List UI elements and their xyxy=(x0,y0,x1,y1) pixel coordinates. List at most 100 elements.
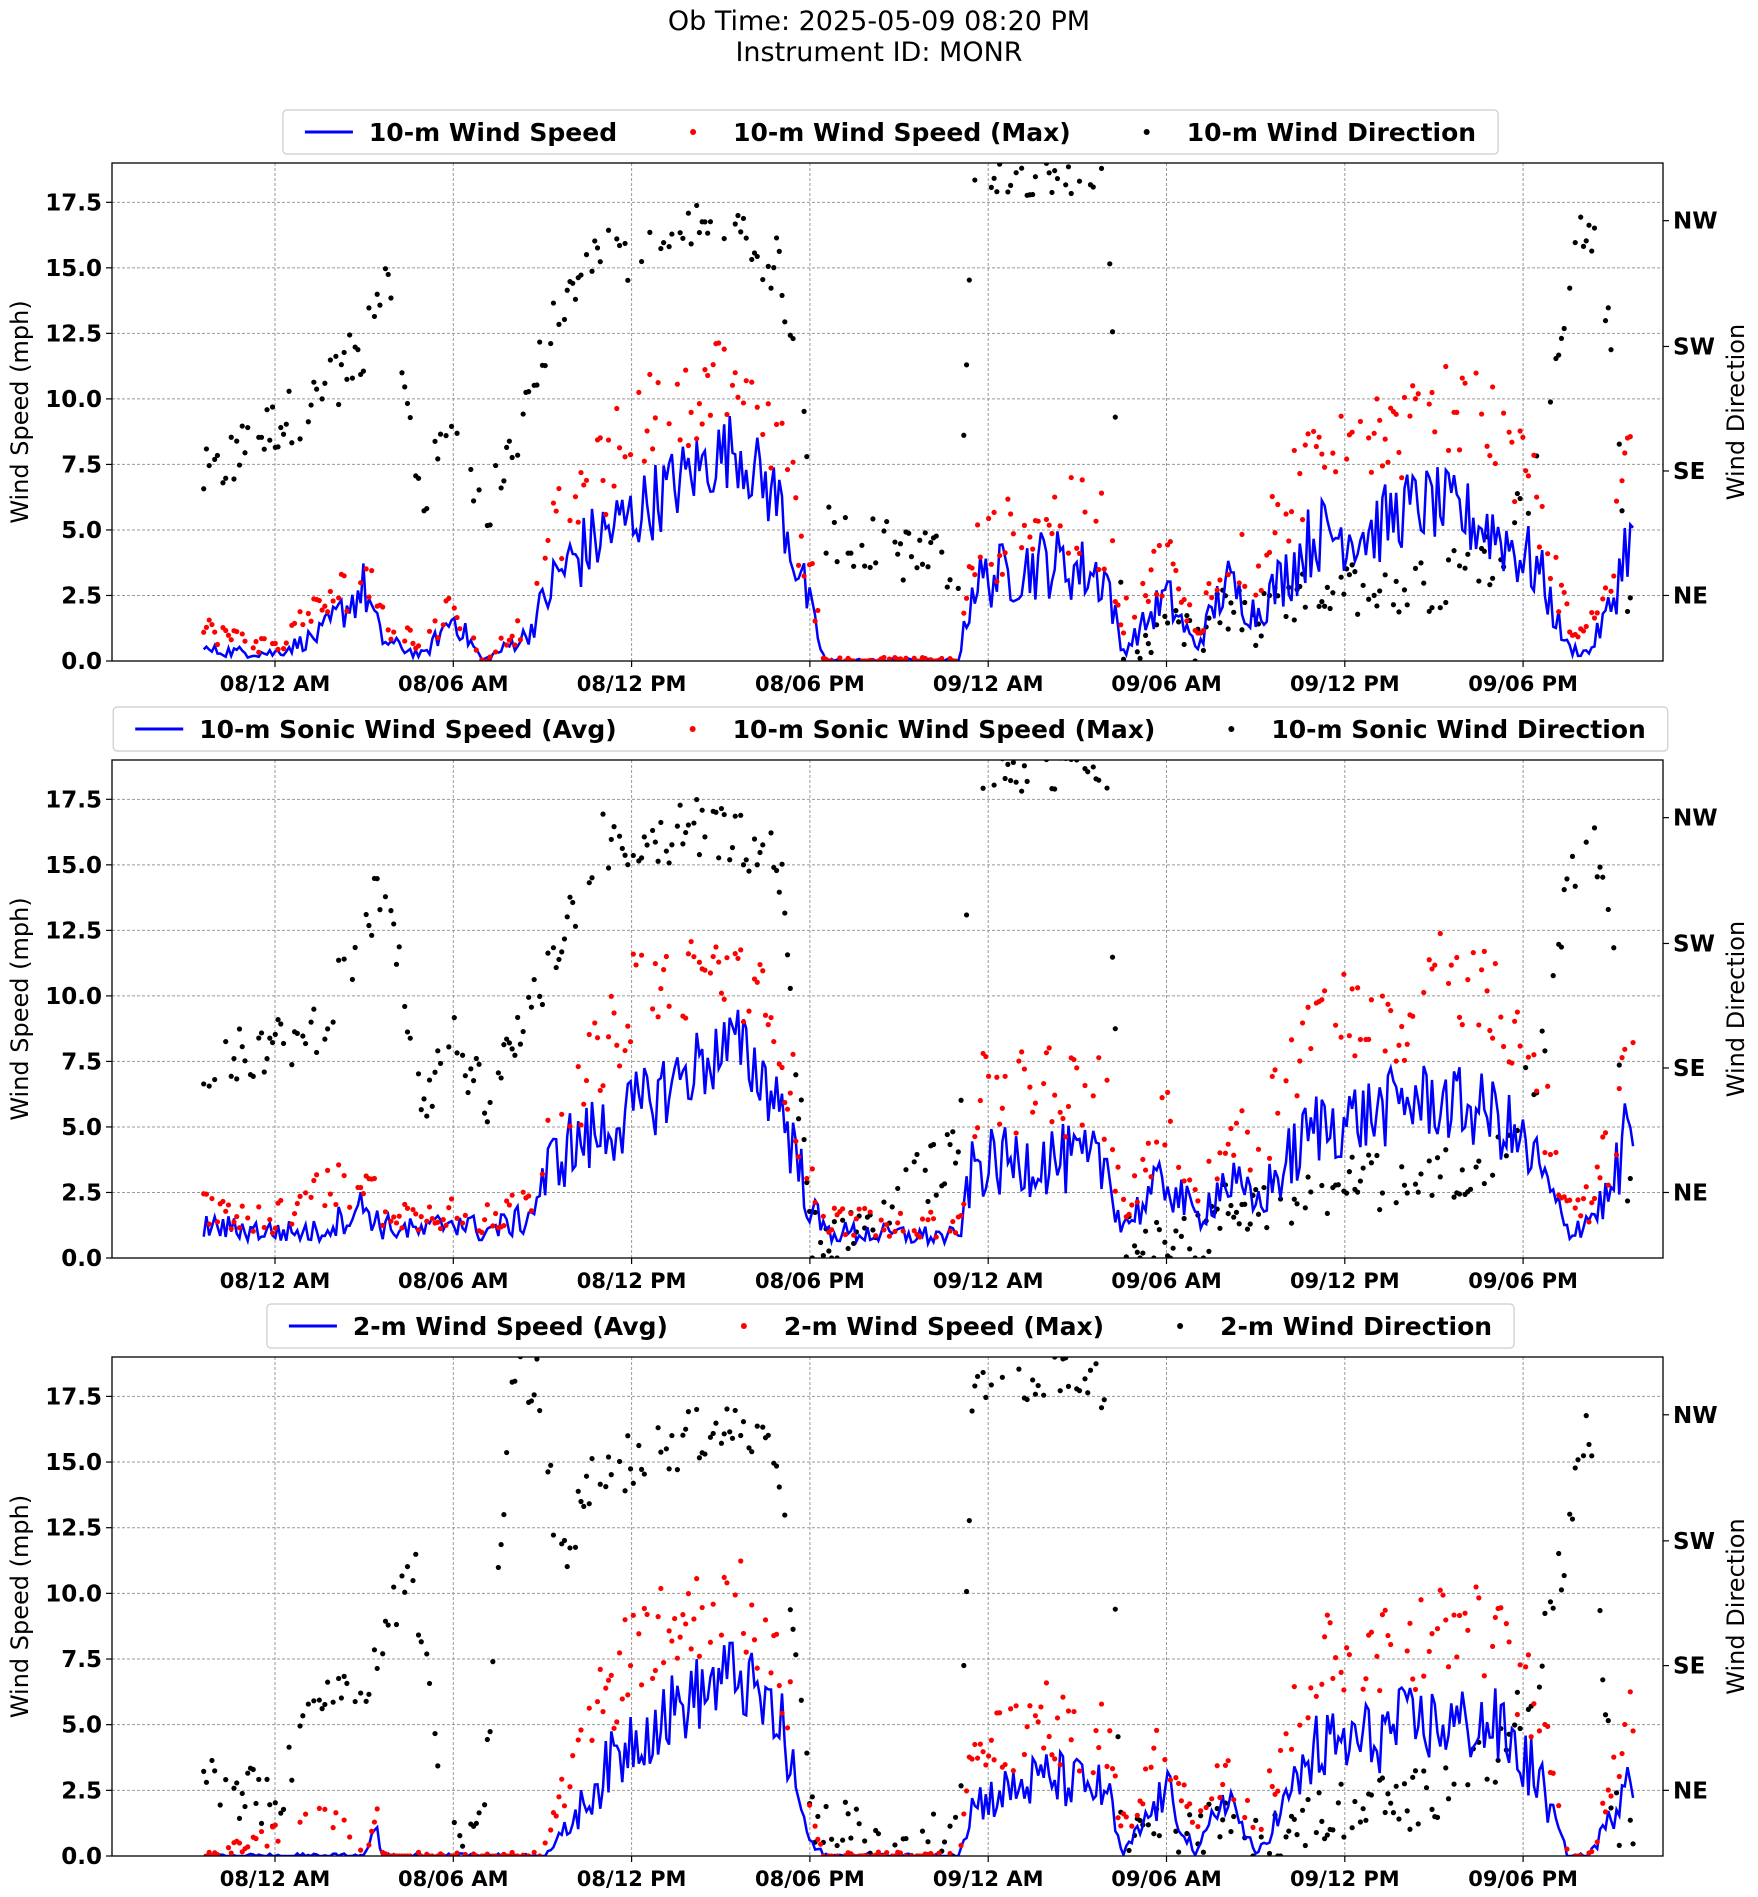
direction-point xyxy=(1181,1215,1187,1222)
direction-point xyxy=(1313,1829,1319,1836)
max-point xyxy=(415,1227,422,1233)
direction-point xyxy=(1019,788,1025,794)
direction-point xyxy=(1327,605,1333,612)
direction-point xyxy=(1085,155,1090,160)
max-point xyxy=(1368,997,1375,1003)
max-point xyxy=(567,1123,573,1129)
direction-point xyxy=(1162,1239,1168,1245)
max-point xyxy=(388,1218,394,1224)
max-point xyxy=(1567,1197,1573,1203)
max-point xyxy=(1140,1801,1146,1807)
direction-point xyxy=(1024,1396,1030,1403)
y-tick-label: 15.0 xyxy=(45,853,102,879)
max-point xyxy=(1148,567,1154,573)
max-point xyxy=(947,1850,953,1856)
direction-point xyxy=(556,321,562,327)
direction-point xyxy=(256,1035,262,1041)
direction-point xyxy=(537,1407,543,1414)
max-point xyxy=(1275,1788,1281,1794)
direction-point xyxy=(553,964,559,971)
max-point xyxy=(1349,986,1355,992)
max-point xyxy=(663,953,669,960)
direction-point xyxy=(760,276,766,283)
x-tick-label: 08/06 PM xyxy=(755,1269,865,1293)
direction-point xyxy=(311,1698,317,1704)
direction-point xyxy=(391,1584,397,1590)
max-point xyxy=(1531,1701,1537,1707)
max-point xyxy=(1613,1152,1620,1158)
direction-point xyxy=(267,1035,273,1041)
max-point xyxy=(201,629,207,635)
max-point xyxy=(542,555,548,561)
max-point xyxy=(1401,1057,1408,1063)
max-point xyxy=(707,412,714,418)
direction-point xyxy=(1076,1388,1083,1394)
max-point xyxy=(983,1762,989,1768)
max-point xyxy=(1142,593,1149,599)
legend-dot-handle xyxy=(1177,1323,1184,1329)
max-point xyxy=(1195,1198,1201,1204)
max-point xyxy=(746,1008,752,1014)
direction-point xyxy=(1564,876,1570,882)
direction-point xyxy=(1082,155,1087,160)
max-point xyxy=(1553,554,1559,560)
max-point xyxy=(735,394,741,400)
max-point xyxy=(1231,1152,1237,1158)
direction-point xyxy=(1032,174,1039,180)
max-point xyxy=(779,1064,785,1071)
y2-tick-label: NE xyxy=(1673,1778,1708,1804)
max-point xyxy=(600,1083,606,1089)
max-point xyxy=(506,637,512,643)
max-point xyxy=(1481,948,1487,954)
direction-point xyxy=(1396,1816,1402,1822)
direction-point xyxy=(481,1802,488,1808)
series-direction xyxy=(201,155,1633,661)
series-max xyxy=(201,340,1633,661)
max-point xyxy=(1415,391,1421,397)
max-point xyxy=(1170,561,1176,567)
direction-point xyxy=(228,1073,234,1079)
max-point xyxy=(1187,602,1193,608)
max-point xyxy=(1580,1196,1587,1202)
max-point xyxy=(1327,1620,1333,1626)
max-point xyxy=(1239,1108,1245,1114)
direction-point xyxy=(297,1723,303,1729)
max-point xyxy=(1556,1803,1562,1809)
max-point xyxy=(969,1756,975,1762)
direction-point xyxy=(1173,1228,1179,1234)
direction-point xyxy=(512,1378,518,1384)
direction-point xyxy=(702,834,708,840)
direction-point xyxy=(498,1075,504,1081)
direction-point xyxy=(930,1141,937,1148)
direction-point xyxy=(1583,238,1589,244)
direction-point xyxy=(897,541,904,547)
max-point xyxy=(556,485,562,492)
max-point xyxy=(1142,1766,1149,1772)
max-point xyxy=(1214,1176,1220,1182)
direction-point xyxy=(820,1253,826,1258)
max-point xyxy=(820,1213,826,1219)
max-point xyxy=(550,500,557,506)
direction-point xyxy=(272,1800,278,1806)
direction-point xyxy=(1410,1774,1416,1780)
max-point xyxy=(900,1228,906,1234)
max-point xyxy=(1591,615,1598,621)
max-point xyxy=(644,1611,650,1618)
direction-point xyxy=(415,1071,422,1077)
x-tick-label: 09/12 AM xyxy=(933,672,1044,696)
max-point xyxy=(330,598,336,604)
max-point xyxy=(1288,1037,1295,1043)
direction-point xyxy=(900,577,906,583)
direction-point xyxy=(1041,752,1046,757)
max-point xyxy=(1165,1089,1171,1095)
max-point xyxy=(881,1227,887,1233)
x-tick-label: 08/12 AM xyxy=(220,672,331,696)
max-point xyxy=(1030,546,1036,552)
max-point xyxy=(1255,563,1262,569)
direction-point xyxy=(515,1014,521,1021)
y2-tick-label: NW xyxy=(1673,209,1718,235)
direction-point xyxy=(1030,191,1036,198)
max-point xyxy=(903,655,909,661)
max-point xyxy=(622,1047,628,1054)
max-point xyxy=(1176,586,1182,592)
